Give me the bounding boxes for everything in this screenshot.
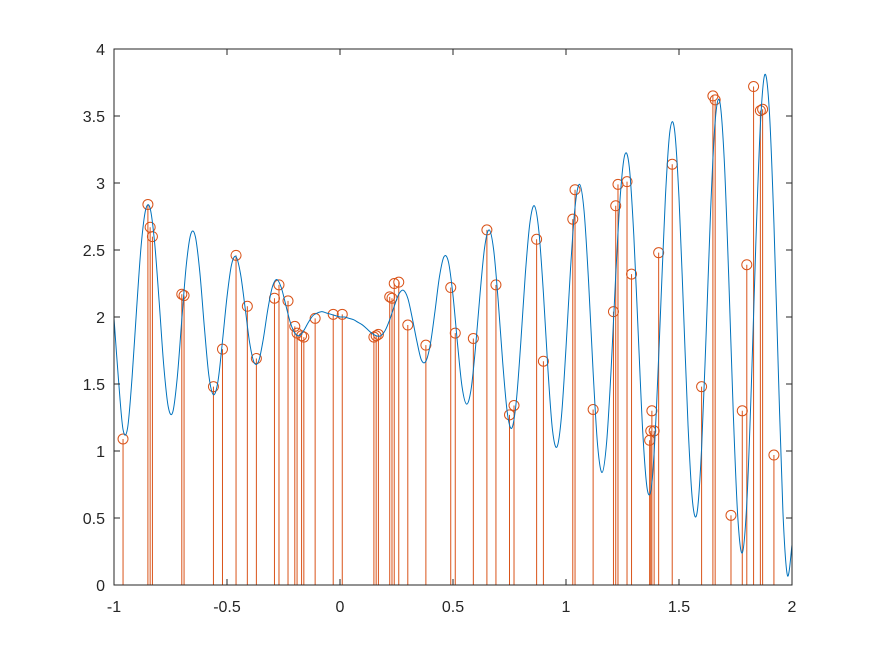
stem-marker xyxy=(754,105,766,117)
plot-area xyxy=(114,49,792,585)
stem-marker xyxy=(696,381,708,393)
stem-marker xyxy=(388,278,400,289)
y-tick-label: 3 xyxy=(96,176,105,193)
stem-marker xyxy=(230,249,242,261)
stem-marker xyxy=(467,332,479,344)
stem-marker xyxy=(648,425,660,437)
x-tick-label: 0 xyxy=(336,599,345,616)
x-tick-label: 1 xyxy=(562,599,571,616)
stem-marker xyxy=(309,312,321,324)
y-tick-label: 0 xyxy=(96,578,105,595)
y-tick-label: 2 xyxy=(96,310,105,327)
stem-marker xyxy=(402,319,414,331)
x-tick-label: -0.5 xyxy=(213,599,241,616)
stem-marker xyxy=(725,509,737,521)
stem-marker xyxy=(393,276,405,288)
stem-marker xyxy=(273,279,285,291)
x-tick-label: 2 xyxy=(788,599,797,616)
stem-marker xyxy=(296,330,308,342)
stem-marker xyxy=(420,339,432,351)
stem-marker xyxy=(327,308,339,320)
stem-marker xyxy=(289,320,301,332)
stem-marker xyxy=(176,288,188,300)
y-tick-label: 2.5 xyxy=(83,243,105,260)
stem-marker xyxy=(241,300,253,312)
stem-marker xyxy=(445,282,457,294)
stem-marker xyxy=(250,353,262,365)
stem-marker xyxy=(384,291,396,303)
curve-line xyxy=(113,73,793,577)
stem-marker xyxy=(626,268,638,280)
stem-marker xyxy=(537,355,549,367)
y-tick-label: 1 xyxy=(96,444,105,461)
y-tick-label: 0.5 xyxy=(83,511,105,528)
stem-marker xyxy=(449,327,461,339)
stem-marker xyxy=(610,200,622,212)
stem-marker xyxy=(282,295,294,307)
stem-marker xyxy=(646,405,658,417)
stem-marker xyxy=(757,103,769,115)
series-layer xyxy=(113,73,793,585)
stem-marker xyxy=(117,433,129,445)
stem-marker xyxy=(621,176,633,188)
stem-marker xyxy=(709,94,721,106)
y-tick-label: 1.5 xyxy=(83,377,105,394)
stem-marker xyxy=(587,403,599,415)
stem-marker xyxy=(146,231,158,243)
stem-marker xyxy=(748,81,760,93)
stem-marker xyxy=(768,449,780,461)
x-tick-label: 0.5 xyxy=(442,599,464,616)
stem-marker xyxy=(207,381,219,393)
stem-marker xyxy=(298,331,310,343)
stem-marker xyxy=(336,308,348,320)
stem-marker xyxy=(736,405,748,417)
stem-marker xyxy=(569,184,581,196)
stem-marker xyxy=(142,198,154,210)
stem-marker xyxy=(531,233,543,245)
x-tick-label: 1.5 xyxy=(668,599,690,616)
stem-marker xyxy=(741,259,753,271)
y-tick-label: 4 xyxy=(96,42,105,59)
stem-marker xyxy=(653,247,665,259)
x-tick-label: -1 xyxy=(107,599,121,616)
y-tick-label: 3.5 xyxy=(83,109,105,126)
stem-marker xyxy=(508,399,520,411)
stem-marker xyxy=(490,279,502,291)
axes-layer: -1 -0.5 0 0.5 1 1.5 2 0 0.5 1 1.5 2 2.5 3 3.5 4 xyxy=(83,42,797,616)
stem-marker xyxy=(567,213,579,225)
